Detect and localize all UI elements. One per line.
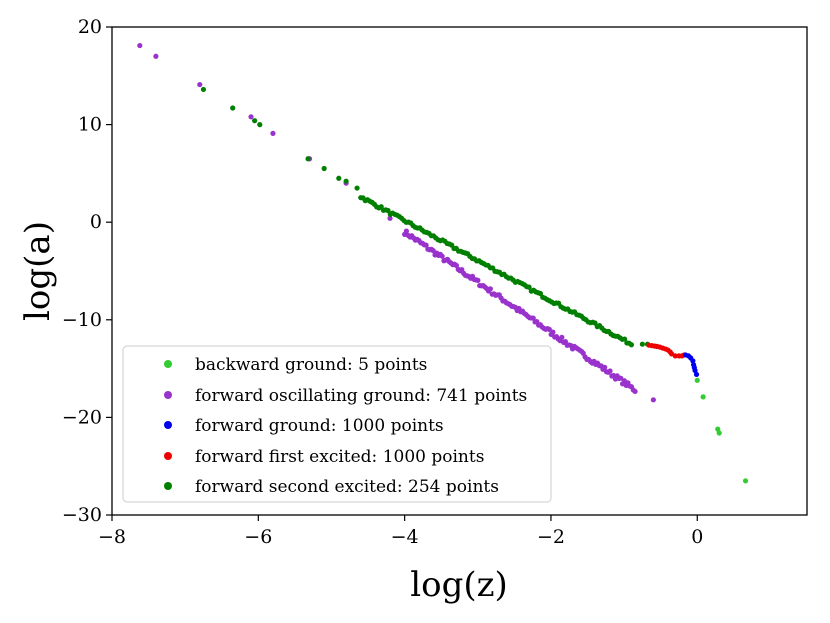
forward-second-excited-point: [321, 165, 327, 172]
forward-second-excited-point: [526, 284, 532, 290]
legend-marker-forward-second-excited: [164, 482, 172, 490]
forward-first-excited-point: [672, 353, 678, 359]
y-tick-label: 20: [78, 16, 102, 38]
data-points-layer: [137, 42, 749, 484]
backward-ground-point: [716, 430, 722, 436]
forward-second-excited-point: [639, 341, 645, 347]
legend-marker-forward-oscillating-ground: [164, 391, 172, 399]
forward-oscillating-ground-point: [403, 228, 410, 234]
forward-second-excited-point: [257, 122, 263, 128]
forward-second-excited-point: [628, 342, 635, 348]
x-tick-label: −2: [537, 526, 565, 548]
forward-ground-point: [693, 371, 700, 378]
forward-oscillating-ground-point: [546, 326, 552, 332]
forward-second-excited-point: [385, 207, 391, 214]
x-axis-label: log(z): [410, 565, 508, 605]
forward-second-excited-point: [200, 86, 207, 93]
forward-oscillating-ground-point: [439, 253, 445, 259]
backward-ground-point: [715, 426, 721, 432]
forward-oscillating-ground-point: [387, 215, 393, 221]
legend-marker-forward-ground: [164, 421, 172, 429]
forward-second-excited-point: [230, 105, 236, 111]
y-axis-label: log(a): [18, 221, 58, 321]
forward-oscillating-ground-point: [650, 397, 656, 403]
x-tick-label: −4: [391, 526, 419, 548]
y-tick-label: −20: [62, 406, 102, 428]
legend-label-forward-second-excited: forward second excited: 254 points: [195, 477, 499, 497]
forward-second-excited-point: [537, 290, 544, 297]
legend-label-backward-ground: backward ground: 5 points: [195, 355, 427, 375]
forward-second-excited-point: [343, 178, 349, 184]
x-tick-label: −8: [98, 526, 126, 548]
plot-frame: [111, 26, 808, 516]
backward-ground-point: [700, 394, 706, 400]
legend: backward ground: 5 points forward oscill…: [122, 345, 552, 503]
forward-oscillating-ground-point: [270, 130, 276, 136]
forward-oscillating-ground-point: [530, 315, 536, 321]
forward-second-excited-point: [336, 175, 342, 181]
forward-oscillating-ground-point: [197, 81, 203, 88]
legend-label-forward-first-excited: forward first excited: 1000 points: [195, 447, 484, 467]
forward-second-excited-point: [305, 156, 311, 162]
backward-ground-point: [694, 377, 700, 383]
forward-oscillating-ground-point: [559, 334, 565, 340]
forward-ground-point: [690, 358, 696, 364]
forward-oscillating-ground-point: [137, 42, 143, 49]
forward-second-excited-point: [622, 336, 628, 342]
y-tick-label: −30: [62, 504, 102, 526]
forward-second-excited-point: [354, 185, 360, 191]
forward-oscillating-ground-point: [550, 329, 556, 335]
forward-oscillating-ground-point: [248, 114, 254, 120]
forward-oscillating-ground-point: [423, 242, 429, 248]
legend-marker-backward-ground: [164, 360, 172, 368]
x-tick-label: 0: [691, 526, 703, 548]
forward-second-excited-point: [252, 118, 258, 124]
legend-label-forward-ground: forward ground: 1000 points: [195, 416, 444, 436]
forward-ground-point: [692, 367, 698, 374]
x-tick-label: −6: [244, 526, 272, 548]
forward-oscillating-ground-point: [487, 286, 493, 292]
y-tick-label: −10: [62, 309, 102, 331]
forward-oscillating-ground-point: [475, 277, 481, 283]
legend-marker-forward-first-excited: [164, 452, 172, 460]
forward-oscillating-ground-point: [602, 364, 608, 370]
legend-box: [122, 345, 552, 503]
backward-ground-point: [742, 478, 749, 484]
y-tick-label: 0: [90, 211, 102, 233]
forward-oscillating-ground-point: [153, 53, 159, 59]
forward-oscillating-ground-point: [607, 368, 613, 374]
y-tick-label: 10: [78, 114, 102, 136]
forward-oscillating-ground-point: [632, 388, 638, 395]
legend-label-forward-oscillating-ground: forward oscillating ground: 741 points: [195, 386, 527, 406]
